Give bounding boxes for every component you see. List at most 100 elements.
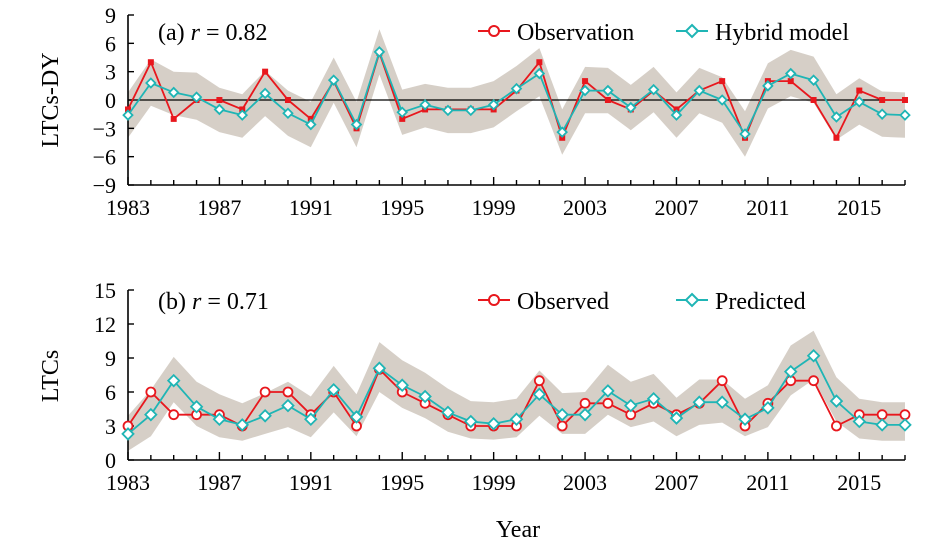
panel-b-series-predicted-point [898, 418, 912, 432]
panel-a-series-observation-point [604, 97, 611, 103]
panel-a-series-observation-point [879, 97, 886, 103]
panel-b-series-predicted-point [761, 401, 775, 415]
panel-a-series-hybrid-model-point [487, 98, 500, 111]
panel-a-xtick-label: 2015 [837, 195, 881, 220]
panel-a-annotation-value: = 0.82 [200, 20, 268, 46]
panel-b-series-predicted-point [555, 407, 569, 422]
panel-a-series-hybrid-model-point [579, 84, 591, 97]
panel-b-series-predicted-point [212, 412, 227, 426]
panel-a-series-hybrid-model-point [396, 106, 409, 119]
panel-a-series-observation-point [216, 97, 223, 103]
panel-a-tick-labels: −9 −6 −3 0 3 6 9 1983 1987 1991 1995 1999 2003 2007 20… [93, 3, 882, 220]
panel-a-series-hybrid-model-point [442, 104, 454, 117]
panel-b-annotation-prefix: (b) [158, 289, 192, 315]
panel-a-legend-model-marker [684, 23, 700, 39]
panel-a-series-observation-point [284, 97, 291, 103]
panel-a-series-hybrid-model-point [259, 87, 271, 100]
panel-b-legend-pred-marker [684, 292, 700, 308]
panel-b-series-predicted-point [852, 414, 867, 429]
panel-a-series-hybrid-model-point [145, 77, 157, 89]
panel-a-xtick-label: 2003 [563, 195, 607, 220]
panel-a-series-observation-point [536, 59, 543, 66]
panel-a-series-hybrid-model-point [739, 128, 751, 140]
panel-b-series-predicted-point [806, 348, 821, 363]
panel-a-annotation-prefix: (a) [158, 20, 191, 46]
panel-a-legend-model-label: Hybrid model [715, 20, 849, 46]
panel-a-series-hybrid-model-point [624, 101, 637, 114]
panel-b-ylabel: LTCs [38, 350, 64, 402]
panel-b-series-group [121, 348, 912, 441]
panel-a-series-hybrid-model-point [716, 94, 728, 106]
panel-b-annotation-value: = 0.71 [201, 289, 269, 315]
panel-a-series-hybrid-model-point [556, 126, 568, 138]
panel-b-annotation: (b) r = 0.71 [158, 289, 269, 315]
panel-a-series-hybrid-model-point [305, 118, 317, 131]
panel-a-chart: −9 −6 −3 0 3 6 9 1983 1987 1991 1995 1999 2003 2007 20… [38, 3, 911, 220]
panel-b-series-predicted-point [669, 411, 684, 425]
panel-b-series-predicted-point [144, 407, 158, 422]
panel-a-legend-obs-label: Observation [517, 20, 634, 46]
panel-b-series-predicted-point [372, 361, 387, 375]
panel-b-series-predicted-point [166, 373, 181, 388]
panel-b-series-predicted-point [395, 378, 410, 392]
panel-b-uncertainty-band [128, 330, 905, 451]
panel-a-series-hybrid-model-point [876, 108, 888, 120]
panel-a-series-hybrid-model-point [647, 83, 660, 96]
panel-b-xtick-label: 2011 [746, 470, 789, 495]
panel-b-series-predicted-point [601, 384, 615, 398]
panel-a-ytick-label: 3 [105, 60, 116, 85]
panel-b-series-predicted-point [464, 414, 478, 429]
panel-b-xtick-label: 1987 [197, 470, 241, 495]
panel-b-annotation-r: r [192, 289, 202, 315]
panel-a-series-hybrid-model-point [122, 109, 134, 121]
panel-a-series-observation-point [170, 115, 177, 122]
panel-a-series-hybrid-model-point [899, 109, 911, 121]
panel-a-series-hybrid-model-point [373, 46, 386, 58]
panel-b-ytick-label: 9 [105, 346, 116, 371]
panel-b-series-predicted-point [441, 405, 455, 420]
panel-b-series-predicted-point [418, 389, 432, 404]
panel-a-series-observation-point [856, 87, 863, 94]
panel-a-ytick-label: −3 [93, 116, 116, 141]
panel-a-ytick-label: 6 [105, 31, 116, 56]
panel-a-xtick-label: 1999 [472, 195, 516, 220]
panel-b-ytick-label: 0 [105, 448, 116, 473]
panel-b-series-predicted-point [715, 395, 729, 409]
panel-b-series-observed-point [259, 386, 271, 398]
panel-b-xtick-label: 1991 [289, 470, 333, 495]
panel-b-series-observed-point [145, 386, 157, 398]
panel-a-series-observation-point [833, 134, 840, 141]
panel-b-series-predicted-point [783, 364, 798, 379]
panel-a-ytick-label: 9 [105, 3, 116, 28]
panel-a-series-hybrid-model-point [213, 103, 226, 116]
panel-b-xtick-label: 1983 [106, 470, 150, 495]
panel-a-series-observation-point [399, 115, 406, 122]
panel-b-xtick-label: 2015 [837, 470, 881, 495]
panel-b-series-predicted-point [738, 412, 752, 426]
panel-b-series-predicted-point [235, 418, 250, 432]
panel-b-xtick-label: 2007 [654, 470, 698, 495]
panel-b-series-predicted-point [532, 387, 547, 402]
panel-a-ylabel: LTCs-DY [38, 52, 64, 147]
panel-a-series-hybrid-model-point [533, 67, 546, 80]
panel-b-series-predicted-point [304, 412, 318, 426]
panel-a-series-observation-point [147, 59, 154, 66]
panel-b-series-predicted-point [189, 399, 204, 414]
panel-b-legend-pred-label: Predicted [715, 289, 806, 315]
panel-b-series-predicted-point [646, 392, 661, 406]
panel-b-xtick-label: 2003 [563, 470, 607, 495]
panel-b-legend-obs-label: Observed [517, 289, 609, 315]
panel-b-series-observed-point [831, 420, 842, 432]
panel-a-xtick-label: 2007 [654, 195, 698, 220]
panel-b-series-observed-point [579, 397, 591, 409]
panel-b-series-observed-point [168, 409, 180, 421]
panel-a-legend-obs-marker [488, 25, 500, 37]
panel-b-series-observed-point [533, 375, 545, 387]
panel-a-series-hybrid-model-point [282, 107, 294, 119]
panel-a-series-observation-point [582, 78, 589, 85]
panel-a-annotation-r: r [191, 20, 201, 46]
panel-a-series-observation-point [787, 78, 794, 85]
panel-b-series-observed-point [899, 409, 911, 421]
panel-b-legend-obs-marker [488, 294, 500, 306]
